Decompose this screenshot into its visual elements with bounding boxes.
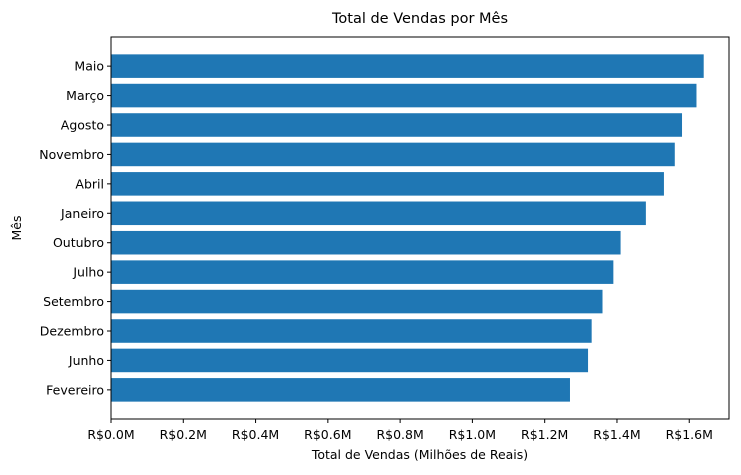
- x-axis-ticks: R$0.0M R$0.2M R$0.4M R$0.6M R$0.8M R$1.0M R$1.…: [87, 419, 713, 442]
- y-tick-label: Setembro: [43, 294, 104, 309]
- y-tick-label: Novembro: [39, 147, 104, 162]
- bar-maio: [111, 54, 704, 78]
- x-tick-label: R$0.6M: [304, 427, 351, 442]
- bar-setembro: [111, 289, 603, 314]
- x-tick-label: R$1.4M: [593, 427, 640, 442]
- y-tick-label: Março: [66, 88, 104, 103]
- y-tick-label: Fevereiro: [46, 382, 104, 397]
- x-tick-label: R$0.2M: [160, 427, 207, 442]
- x-tick-label: R$1.2M: [521, 427, 568, 442]
- bars-layer: [111, 54, 704, 402]
- y-axis-ticks: Maio Março Agosto Novembro Abril Janeiro Outub…: [39, 59, 111, 397]
- x-tick-label: R$1.6M: [666, 427, 713, 442]
- y-tick-label: Maio: [74, 59, 104, 74]
- y-tick-label: Janeiro: [60, 206, 104, 221]
- bar-fevereiro: [111, 378, 570, 402]
- x-tick-label: R$0.0M: [87, 427, 134, 442]
- y-tick-label: Dezembro: [40, 324, 104, 339]
- bar-junho: [111, 348, 589, 373]
- bar-novembro: [111, 142, 675, 167]
- bar-março: [111, 83, 697, 108]
- y-tick-label: Julho: [72, 265, 104, 280]
- x-tick-label: R$0.8M: [376, 427, 423, 442]
- x-tick-label: R$0.4M: [232, 427, 279, 442]
- y-tick-label: Abril: [75, 176, 104, 191]
- y-tick-label: Agosto: [61, 117, 104, 132]
- x-axis-label: Total de Vendas (Milhões de Reais): [311, 447, 528, 462]
- y-tick-label: Junho: [68, 353, 104, 368]
- bar-janeiro: [111, 201, 646, 226]
- bar-agosto: [111, 113, 683, 137]
- y-tick-label: Outubro: [53, 235, 104, 250]
- chart-title: Total de Vendas por Mês: [331, 11, 508, 27]
- bar-julho: [111, 260, 614, 284]
- bar-dezembro: [111, 319, 592, 343]
- x-tick-label: R$1.0M: [449, 427, 496, 442]
- y-axis-label: Mês: [9, 216, 24, 241]
- bar-abril: [111, 172, 664, 196]
- bar-outubro: [111, 230, 621, 255]
- plot-frame: [110, 36, 730, 420]
